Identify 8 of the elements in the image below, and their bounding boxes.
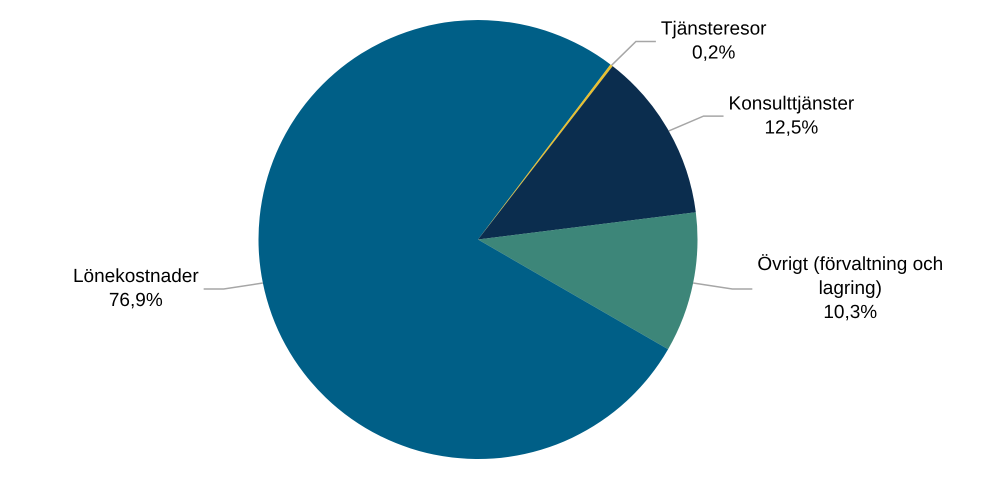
data-label: 12,5% xyxy=(764,117,818,138)
slice-label: Övrigt (förvaltning och lagring) xyxy=(757,254,944,300)
slice-label: Konsulttjänster xyxy=(728,93,855,114)
data-label: 10,3% xyxy=(823,302,878,324)
slice-label: Lönekostnader xyxy=(72,266,200,288)
data-label: 0,2% xyxy=(692,42,736,64)
slice-label: Tjänsteresor xyxy=(660,18,768,40)
data-label: 76,9% xyxy=(108,290,163,312)
